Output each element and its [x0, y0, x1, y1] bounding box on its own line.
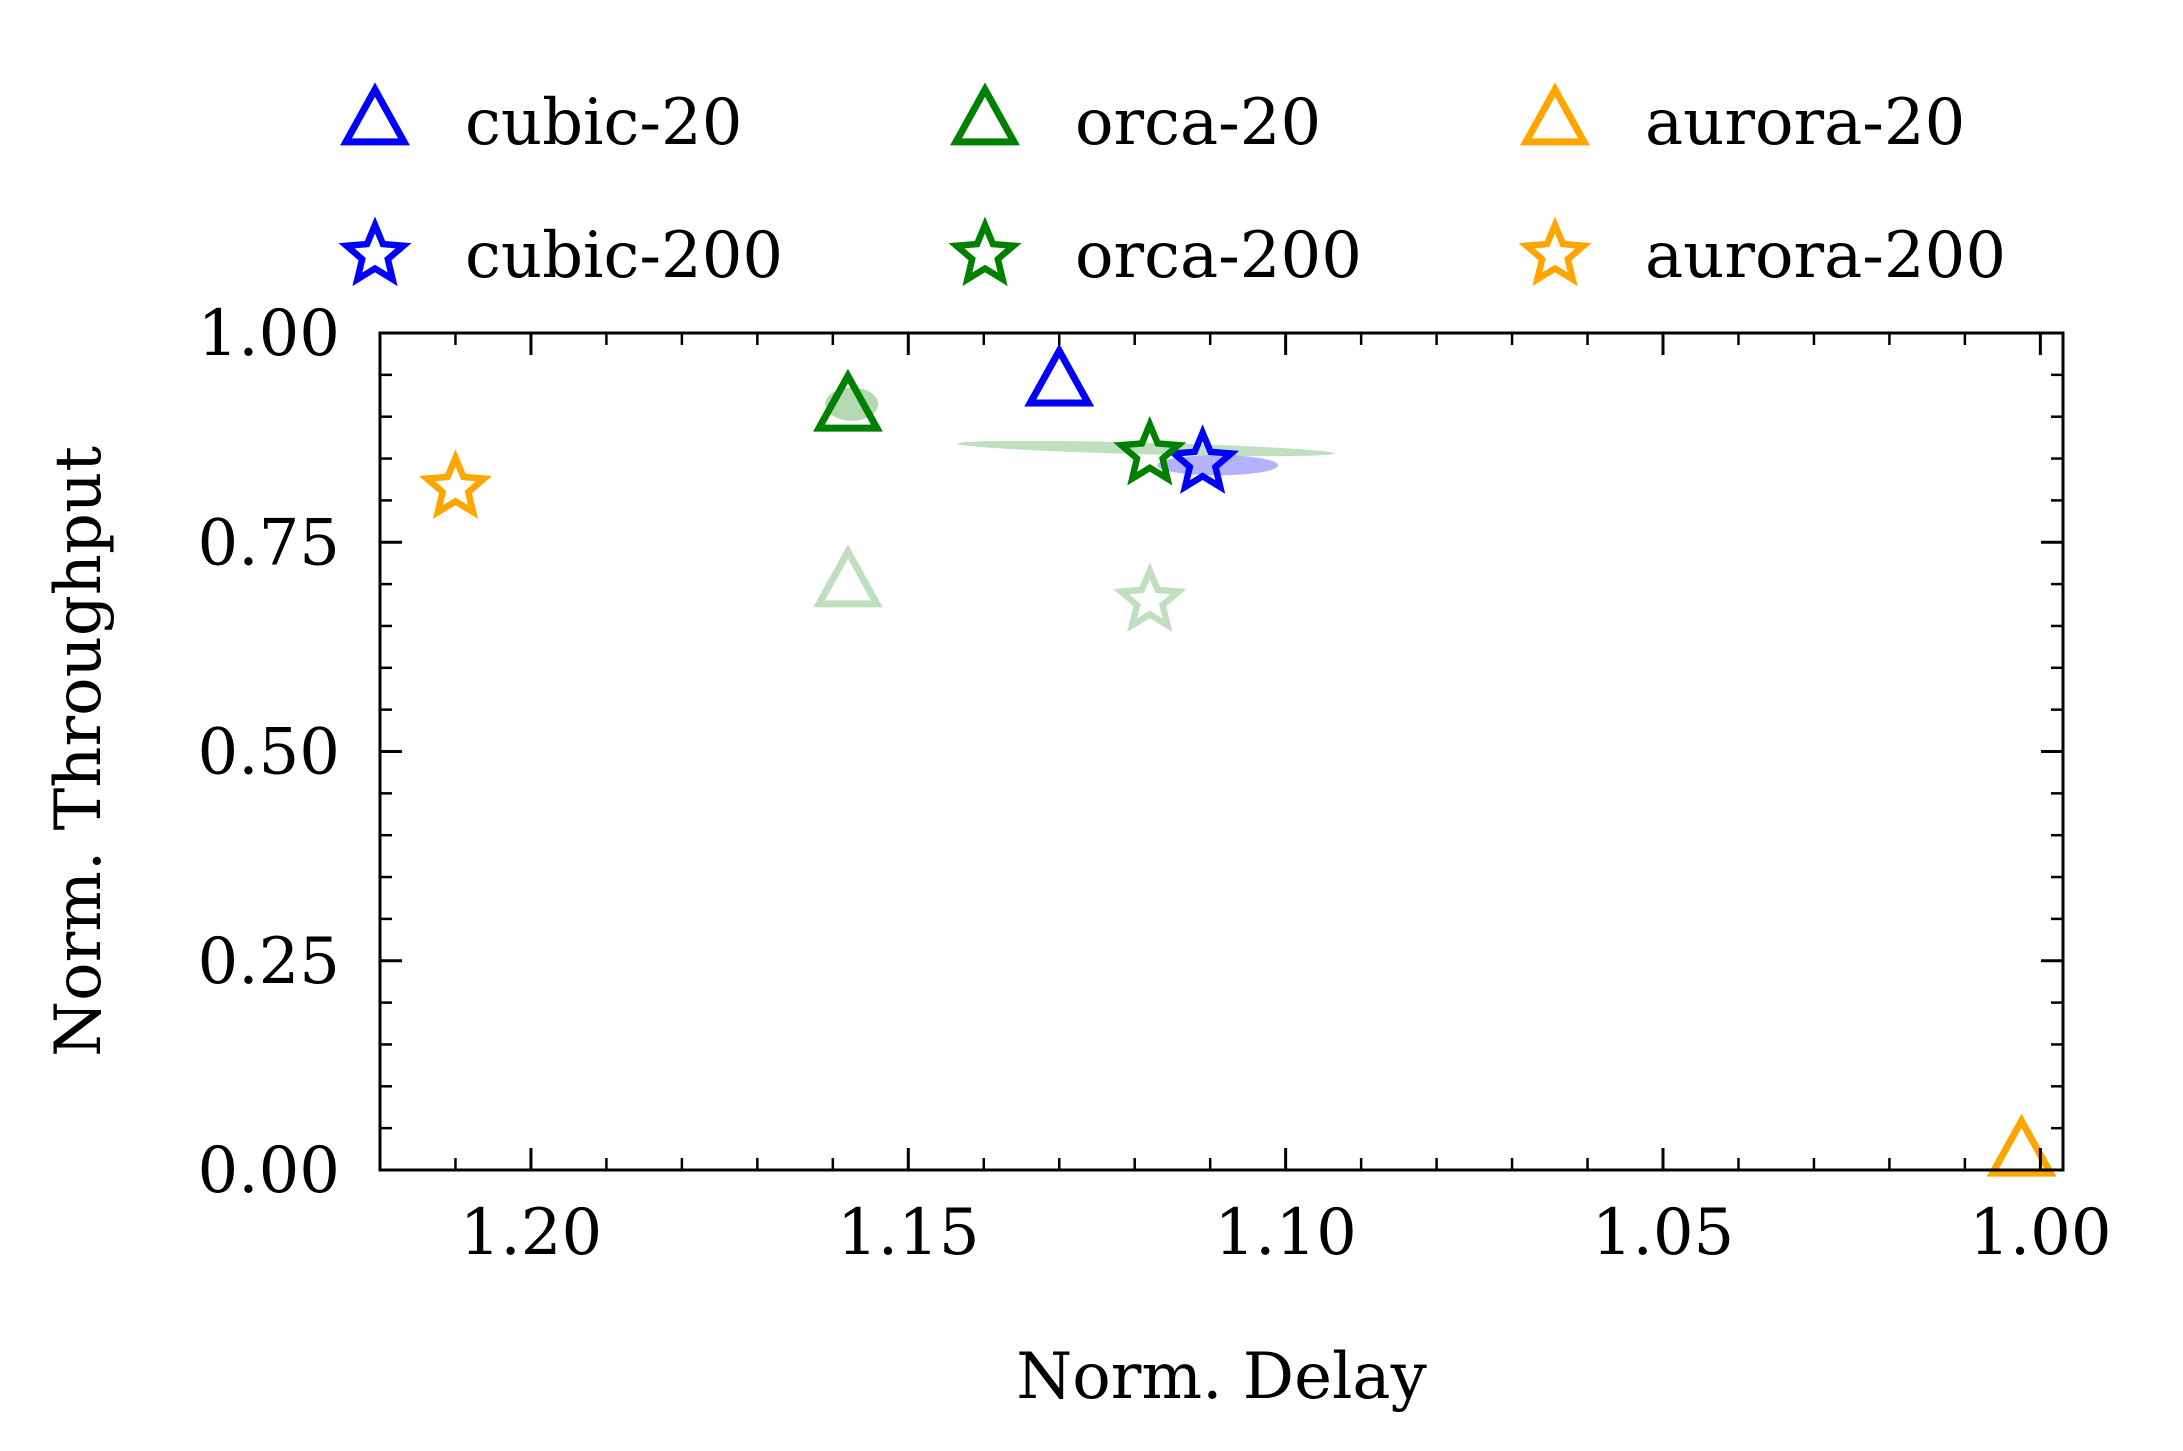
x-tick-label: 1.10 [1214, 1196, 1357, 1270]
triangle-icon [340, 82, 410, 146]
legend-item-orca-20: orca-20 [950, 82, 1321, 160]
legend-label: aurora-20 [1645, 86, 1965, 160]
y-tick-label: 0.75 [198, 506, 341, 580]
triangle-icon [950, 82, 1020, 146]
legend-item-aurora-200: aurora-200 [1518, 216, 2006, 293]
legend-item-cubic-20: cubic-20 [340, 82, 742, 160]
legend-label: orca-20 [1075, 86, 1321, 160]
y-tick-label: 0.00 [198, 1134, 341, 1208]
legend-item-cubic-200: cubic-200 [338, 216, 783, 293]
confidence-ellipse [957, 440, 1335, 457]
legend-label: aurora-200 [1645, 219, 2006, 293]
axis-ticks [380, 331, 2063, 1172]
y-axis-label: Norm. Throughput [42, 446, 116, 1057]
star-icon [948, 216, 1022, 287]
marker-orca-200 [1113, 415, 1187, 486]
faded-marker [1113, 562, 1187, 632]
y-tick-label: 0.25 [198, 925, 341, 999]
star-icon [338, 216, 412, 287]
legend-label: cubic-20 [465, 86, 742, 160]
y-tick-label: 1.00 [198, 297, 341, 371]
x-tick-labels: 1.20 1.15 1.10 1.05 1.00 [460, 1196, 2112, 1270]
legend-label: cubic-200 [465, 219, 783, 293]
marker-aurora-200 [418, 449, 493, 519]
x-tick-label: 1.05 [1592, 1196, 1735, 1270]
legend-item-orca-200: orca-200 [948, 216, 1362, 293]
x-axis-label: Norm. Delay [1016, 1340, 1426, 1414]
x-tick-label: 1.00 [1969, 1196, 2112, 1270]
triangle-icon [1520, 82, 1590, 146]
legend: cubic-20 orca-20 aurora-20 cubic-200 orca-20… [338, 82, 2006, 293]
legend-label: orca-200 [1075, 219, 1362, 293]
marker-cubic-20 [1024, 343, 1095, 407]
y-tick-labels: 0.00 0.25 0.50 0.75 1.00 [198, 297, 341, 1208]
faded-marker [812, 544, 883, 608]
marker-cubic-200 [1166, 424, 1240, 494]
x-tick-label: 1.20 [460, 1196, 603, 1270]
data-markers [418, 343, 2057, 1177]
x-tick-label: 1.15 [837, 1196, 980, 1270]
star-icon [1518, 216, 1592, 287]
marker-aurora-20 [1986, 1113, 2057, 1177]
marker-orca-20 [812, 368, 883, 432]
y-tick-label: 0.50 [198, 716, 341, 790]
legend-item-aurora-20: aurora-20 [1520, 82, 1965, 160]
